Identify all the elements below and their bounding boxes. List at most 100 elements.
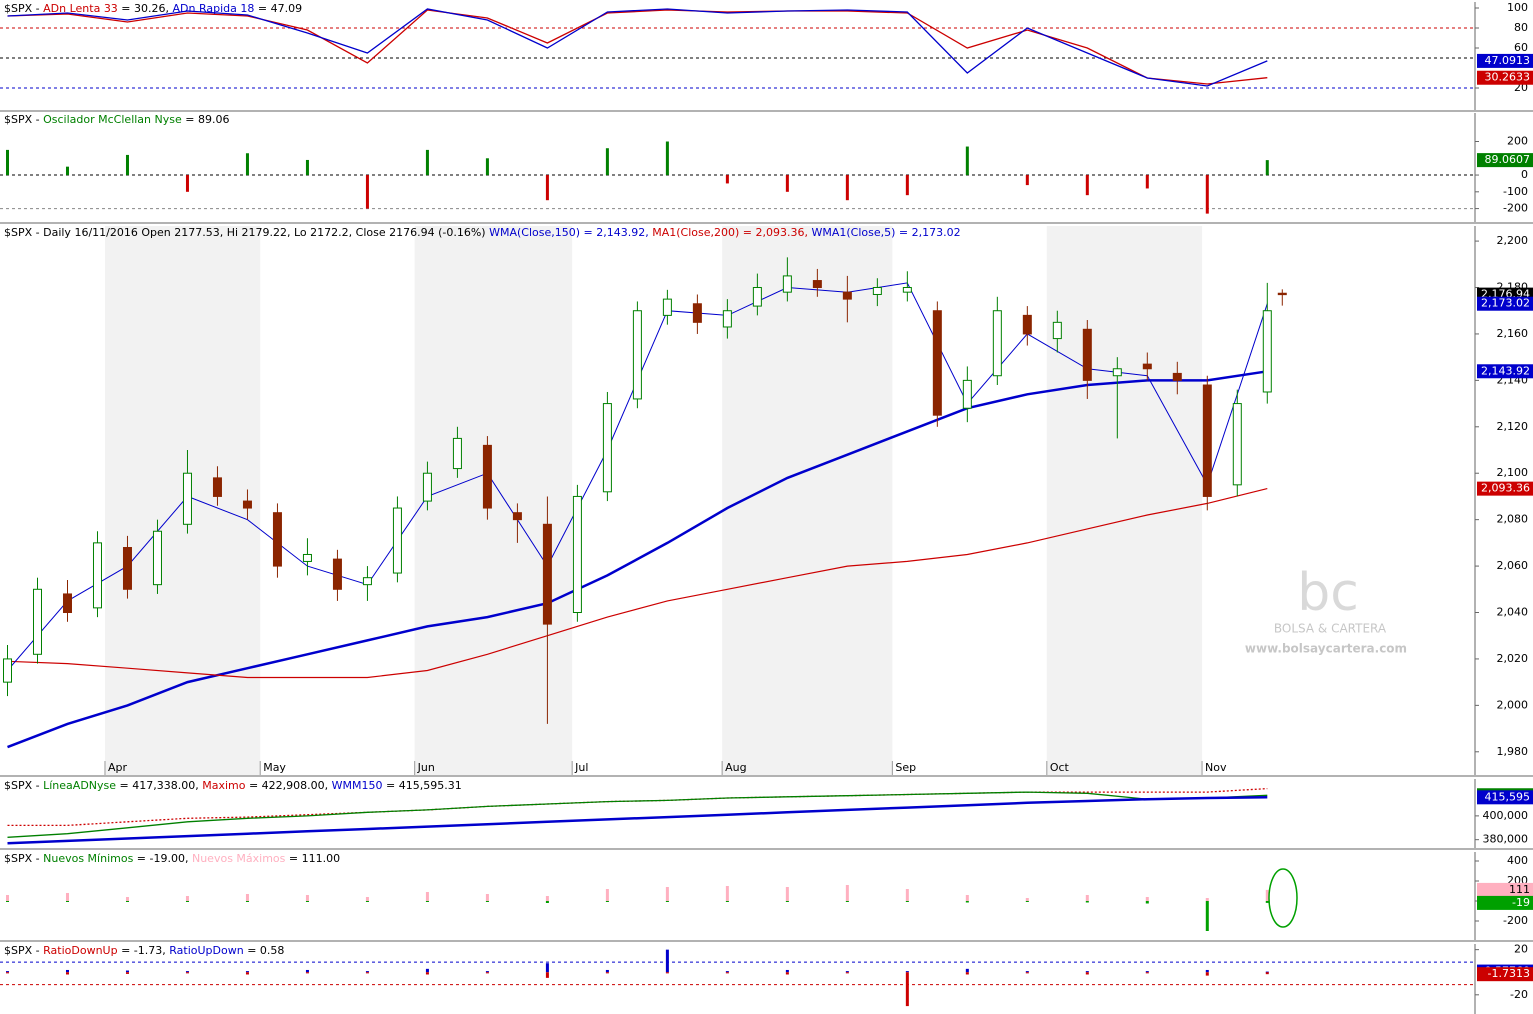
bar — [905, 889, 909, 901]
bar — [845, 972, 849, 974]
value-tag: 111 — [1477, 882, 1533, 897]
bar — [1145, 897, 1149, 901]
bar — [65, 166, 69, 176]
bar — [1265, 160, 1269, 176]
bar — [725, 972, 729, 974]
bar — [485, 972, 489, 974]
bar — [1025, 901, 1029, 902]
bar — [305, 159, 309, 176]
bar — [245, 972, 249, 975]
panel: Apr May Jun Jul Aug Sep Oct Nov2,2002,1802,1602… — [0, 226, 1533, 777]
watermark-name: BOLSA & CARTERA — [1274, 622, 1387, 636]
header-part: $SPX - Daily 16/11/2016 Open 2177.53, Hi… — [4, 226, 489, 239]
candle-body — [932, 310, 942, 416]
bar — [1025, 175, 1029, 186]
y-tick-label: 0 — [1521, 168, 1528, 181]
bar — [605, 889, 609, 901]
candle-body — [122, 547, 132, 590]
bar — [605, 969, 609, 973]
annotation-circle — [1268, 868, 1298, 928]
bar — [665, 141, 669, 176]
bar — [425, 972, 429, 975]
header-part: = 417,338.00, — [116, 779, 202, 792]
header-part: = -19.00, — [133, 852, 192, 865]
bar — [1205, 969, 1209, 973]
header-part: Nuevos Mínimos — [43, 852, 133, 865]
bar — [1085, 901, 1089, 903]
header-part: $SPX - — [4, 113, 43, 126]
bar — [545, 972, 549, 978]
value-tag-label: 30.2633 — [1485, 71, 1531, 84]
y-tick-label: 1,980 — [1497, 745, 1529, 758]
bar — [1145, 971, 1149, 973]
panel: 20-200.57760-1.7313$SPX - RatioDownUp = … — [0, 943, 1533, 1014]
bar — [1265, 889, 1269, 901]
value-tag: 30.2633 — [1477, 70, 1533, 85]
bar — [1205, 898, 1209, 901]
x-tick-label: Aug — [725, 761, 746, 774]
panel-header: $SPX - ADn Lenta 33 = 30.26, ADn Rapida … — [4, 2, 302, 15]
candle-body — [1142, 363, 1152, 370]
bar — [5, 971, 9, 973]
candle-body — [512, 512, 522, 521]
header-part: WMA1(Close,5) = 2,173.02 — [811, 226, 960, 239]
bar — [125, 901, 129, 902]
bar — [365, 972, 369, 974]
series-line — [7, 9, 1268, 85]
bar — [965, 895, 969, 901]
y-tick-label: 200 — [1507, 135, 1528, 148]
header-part: = 47.09 — [254, 2, 302, 15]
bar — [1085, 895, 1089, 901]
bar — [965, 146, 969, 176]
bar — [965, 968, 969, 973]
candle-body — [1202, 384, 1212, 497]
header-part: = 111.00 — [285, 852, 340, 865]
bar — [1085, 971, 1089, 973]
header-part: WMA(Close,150) = 2,143.92, — [489, 226, 652, 239]
candle-body — [1277, 292, 1287, 296]
watermark-logo: bc — [1297, 563, 1359, 623]
bar — [425, 901, 429, 902]
value-tag: 89.0607 — [1477, 153, 1533, 168]
month-band — [104, 226, 261, 775]
header-part: = 422,908.00, — [245, 779, 331, 792]
header-part: LíneaADNyse — [43, 779, 116, 792]
header-part: = -1.73, — [118, 944, 170, 957]
value-tag-box — [1477, 481, 1533, 496]
x-tick-label: May — [263, 761, 286, 774]
candle-body — [152, 530, 162, 586]
bar — [125, 154, 129, 176]
value-tag-label: 111 — [1509, 883, 1530, 896]
value-tag: 2,173.02 — [1477, 296, 1533, 311]
candle-body — [722, 310, 732, 328]
bar — [185, 971, 189, 973]
month-band — [1046, 226, 1203, 775]
y-tick-label: 380,000 — [1483, 833, 1529, 846]
bar — [485, 971, 489, 973]
y-tick-label: 60 — [1514, 41, 1528, 54]
candle-body — [1022, 314, 1032, 335]
bar — [125, 897, 129, 901]
header-part: $SPX - — [4, 779, 43, 792]
bar — [425, 968, 429, 973]
candle-body — [2, 658, 12, 683]
header-part: = 0.58 — [244, 944, 285, 957]
bar — [785, 175, 789, 192]
y-tick-label: 20 — [1514, 943, 1528, 956]
bar — [1265, 901, 1269, 903]
y-tick-label: 2,040 — [1497, 606, 1529, 619]
bar — [545, 901, 549, 903]
header-part: $SPX - — [4, 2, 43, 15]
value-tag-box — [1477, 70, 1533, 85]
y-tick-label: 400 — [1507, 854, 1528, 867]
bar — [545, 896, 549, 901]
month-band — [414, 226, 573, 775]
series-line — [7, 796, 1268, 845]
bar — [485, 158, 489, 176]
bar — [425, 892, 429, 901]
bar — [1265, 971, 1269, 973]
y-tick-label: 2,200 — [1497, 234, 1529, 247]
bar — [605, 972, 609, 974]
